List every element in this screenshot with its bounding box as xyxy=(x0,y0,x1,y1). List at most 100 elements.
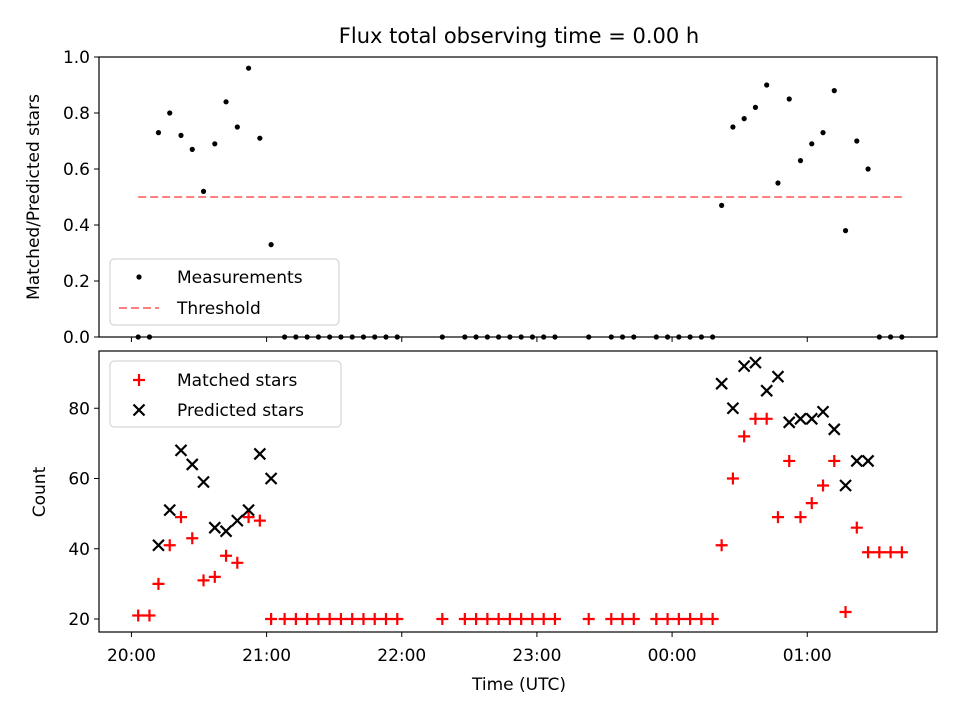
matched-star-point xyxy=(684,613,697,626)
matched-star-point xyxy=(481,613,494,626)
bottom-y-tick-label: 60 xyxy=(68,470,90,490)
predicted-star-point xyxy=(163,503,177,517)
top-legend: Measurements Threshold xyxy=(109,258,340,326)
predicted-star-point xyxy=(174,444,188,457)
top-y-tick-label: 1.0 xyxy=(63,48,90,68)
matched-star-point xyxy=(391,613,404,626)
measurement-point xyxy=(223,99,229,105)
matched-star-point xyxy=(706,613,719,626)
legend-matched-marker xyxy=(133,374,145,386)
predicted-star-point xyxy=(208,521,222,534)
matched-star-point xyxy=(346,613,359,626)
top-y-tick-label: 0.0 xyxy=(63,328,90,348)
x-axis-label: Time (UTC) xyxy=(471,675,566,695)
predicted-star-point xyxy=(185,458,199,471)
measurement-point xyxy=(245,65,252,71)
matched-star-point xyxy=(470,613,483,626)
matched-star-point xyxy=(242,511,255,524)
matched-star-point xyxy=(289,613,302,626)
measurement-point xyxy=(764,82,770,88)
matched-star-point xyxy=(458,613,471,626)
matched-star-point xyxy=(220,549,233,562)
matched-star-point xyxy=(884,546,897,559)
chart-title: Flux total observing time = 0.00 h xyxy=(339,24,699,48)
matched-star-point xyxy=(197,574,210,587)
matched-star-point xyxy=(132,609,145,622)
bottom-y-tick-label: 40 xyxy=(68,540,90,560)
bottom-x-tick-label: 22:00 xyxy=(377,646,426,666)
measurement-point xyxy=(155,130,162,136)
bottom-x-tick-label: 23:00 xyxy=(512,646,561,666)
matched-star-point xyxy=(312,613,325,626)
bottom-x-tick-label: 21:00 xyxy=(242,646,291,666)
matched-star-point xyxy=(817,479,830,492)
predicted-star-point xyxy=(794,412,807,426)
predicted-star-point xyxy=(152,538,165,552)
bottom-axes: 20 40 60 80 20:00 21:00 22:00 23:00 00:00 01:00 Ma… xyxy=(68,350,938,666)
bottom-y-axis-label: Count xyxy=(30,466,50,517)
matched-star-point xyxy=(616,613,629,626)
measurement-point xyxy=(831,88,837,94)
predicted-star-point xyxy=(726,401,740,415)
matched-star-point xyxy=(582,613,595,626)
matched-star-point xyxy=(323,613,336,626)
top-legend-box xyxy=(109,258,340,326)
matched-star-point xyxy=(143,609,156,622)
matched-star-point xyxy=(208,570,221,583)
measurement-point xyxy=(865,166,871,172)
matched-star-point xyxy=(357,613,370,626)
legend-predicted-marker xyxy=(132,403,146,417)
matched-star-point xyxy=(515,613,528,626)
matched-star-point xyxy=(839,605,852,618)
measurement-point xyxy=(842,228,849,234)
measurement-point xyxy=(854,138,860,144)
bottom-x-tick-label: 00:00 xyxy=(648,646,697,666)
legend-predicted-label: Predicted stars xyxy=(177,401,304,421)
top-y-axis-label: Matched/Predicted stars xyxy=(24,94,44,300)
matched-star-point xyxy=(794,511,807,524)
top-plot-frame xyxy=(98,56,938,338)
legend-measurements-label: Measurements xyxy=(177,268,303,288)
measurement-point xyxy=(212,141,218,147)
predicted-star-point xyxy=(264,472,278,485)
predicted-star-point xyxy=(231,514,244,527)
predicted-star-point xyxy=(839,479,852,492)
matched-star-point xyxy=(548,613,561,626)
matched-star-point xyxy=(368,613,381,626)
matched-star-point xyxy=(895,546,908,559)
matched-star-point xyxy=(828,454,841,467)
bottom-legend: Matched stars Predicted stars xyxy=(109,360,342,428)
matched-star-point xyxy=(850,521,863,534)
predicted-star-point xyxy=(850,454,864,468)
matched-star-point xyxy=(738,430,751,443)
matched-star-point xyxy=(650,613,663,626)
legend-measurements-marker xyxy=(136,274,142,280)
matched-star-point xyxy=(749,412,762,425)
bottom-plot-frame xyxy=(98,350,938,633)
measurement-point xyxy=(719,202,725,208)
legend-matched-label: Matched stars xyxy=(177,371,297,391)
measurement-point xyxy=(741,116,747,122)
matched-star-point xyxy=(174,511,187,524)
predicted-star-point xyxy=(827,423,841,436)
bottom-legend-box xyxy=(109,360,342,428)
top-y-tick-label: 0.6 xyxy=(63,160,90,180)
matched-star-point xyxy=(672,613,685,626)
measurement-point xyxy=(786,96,792,102)
matched-star-point xyxy=(186,532,199,545)
predicted-star-point xyxy=(782,416,796,429)
matched-star-point xyxy=(163,539,176,552)
matched-star-point xyxy=(334,613,347,626)
matched-star-point xyxy=(695,613,708,626)
measurement-point xyxy=(820,130,826,136)
predicted-star-point xyxy=(253,447,267,461)
measurement-point xyxy=(730,124,736,130)
predicted-star-point xyxy=(737,359,751,373)
predicted-star-point xyxy=(219,524,233,538)
matched-star-point xyxy=(503,613,516,626)
predicted-star-point xyxy=(771,370,785,383)
matched-star-point xyxy=(253,514,266,527)
measurement-point xyxy=(189,146,195,152)
matched-star-point xyxy=(278,613,291,626)
